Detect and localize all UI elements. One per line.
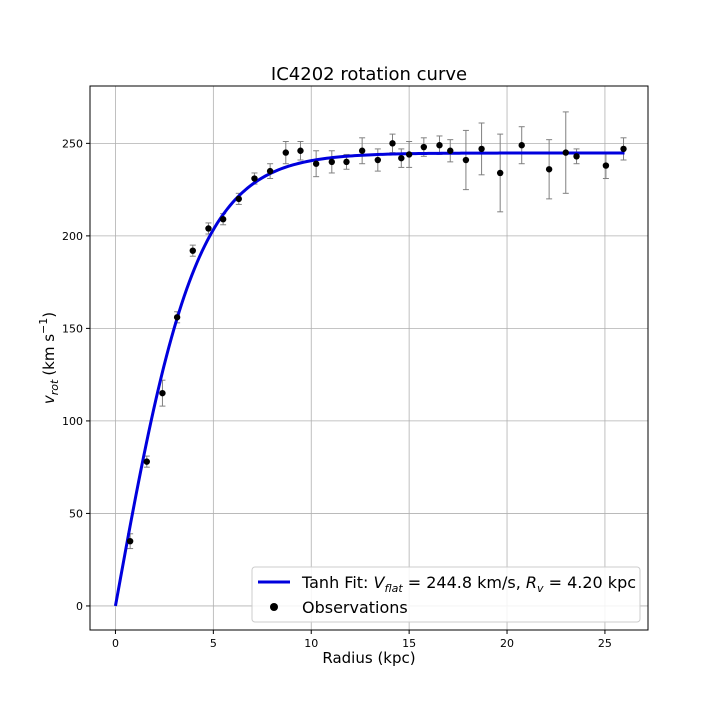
legend-fit-vflat-sub: flat bbox=[384, 582, 403, 595]
observation-point bbox=[219, 216, 227, 223]
y-label-sub: rot bbox=[48, 379, 61, 395]
observation-point bbox=[573, 153, 580, 160]
observation-point bbox=[189, 247, 196, 254]
observation-point bbox=[602, 162, 610, 169]
observation-point bbox=[620, 145, 627, 153]
legend-fit-prefix: Tanh Fit: bbox=[301, 573, 374, 592]
grid bbox=[90, 86, 648, 630]
plot-frame bbox=[89, 85, 649, 631]
observation-point bbox=[518, 142, 525, 149]
x-tick-label: 15 bbox=[402, 637, 416, 650]
observation-point bbox=[159, 389, 166, 397]
observation-point bbox=[462, 156, 470, 164]
y-label-main: v bbox=[40, 394, 58, 404]
observation-point bbox=[398, 154, 405, 162]
legend: Tanh Fit: Vflat = 244.8 km/s, Rv = 4.20 … bbox=[251, 566, 641, 623]
observation-point bbox=[436, 142, 443, 149]
observation-points bbox=[126, 140, 627, 545]
y-tick-label: 100 bbox=[62, 415, 83, 428]
y-tick-label: 200 bbox=[62, 230, 83, 243]
observation-point bbox=[343, 158, 350, 166]
y-tick-label: 150 bbox=[62, 322, 83, 335]
observation-point bbox=[562, 149, 569, 156]
legend-fit-label: Tanh Fit: Vflat = 244.8 km/s, Rv = 4.20 … bbox=[301, 573, 636, 595]
observation-point bbox=[374, 156, 382, 164]
observation-point bbox=[126, 537, 134, 545]
y-label-units: (km s bbox=[40, 334, 58, 376]
observation-point bbox=[297, 147, 304, 154]
legend-fit-vflat-symbol: V bbox=[374, 573, 386, 592]
legend-box bbox=[251, 566, 641, 623]
x-tick-label: 25 bbox=[598, 637, 612, 650]
y-label-exp: −1 bbox=[37, 318, 50, 334]
legend-fit-rv-sub: v bbox=[537, 582, 544, 595]
observation-point bbox=[358, 147, 366, 154]
y-axis-label: vrot (km s−1) bbox=[37, 312, 61, 404]
x-tick-label: 5 bbox=[210, 637, 217, 650]
observation-point bbox=[328, 158, 335, 166]
observation-point bbox=[235, 195, 242, 203]
observation-point bbox=[251, 175, 258, 182]
observation-point bbox=[496, 169, 504, 177]
y-tick-label: 50 bbox=[69, 507, 83, 520]
observation-point bbox=[282, 149, 289, 156]
legend-observations-swatch bbox=[270, 603, 278, 611]
observation-point bbox=[205, 225, 212, 232]
legend-fit-rv-symbol: R bbox=[526, 573, 537, 592]
observation-point bbox=[447, 147, 454, 154]
x-tick-label: 0 bbox=[112, 637, 119, 650]
observation-point bbox=[405, 151, 413, 158]
x-axis-label: Radius (kpc) bbox=[322, 649, 415, 667]
chart-title: IC4202 rotation curve bbox=[271, 64, 467, 85]
observation-point bbox=[420, 143, 428, 151]
legend-observations-label: Observations bbox=[302, 598, 408, 617]
observation-point bbox=[389, 140, 396, 147]
y-label-close: ) bbox=[40, 312, 58, 318]
observation-point bbox=[266, 167, 274, 175]
x-tick-label: 10 bbox=[304, 637, 318, 650]
legend-fit-mid: = 244.8 km/s, bbox=[403, 573, 526, 592]
observation-point bbox=[478, 145, 485, 153]
tanh-fit-line bbox=[113, 151, 625, 607]
observation-point bbox=[173, 314, 181, 321]
observation-point bbox=[545, 166, 553, 173]
observation-point bbox=[143, 458, 150, 465]
y-tick-label: 250 bbox=[62, 137, 83, 150]
legend-fit-suffix: = 4.20 kpc bbox=[544, 573, 637, 592]
x-tick-label: 20 bbox=[500, 637, 514, 650]
y-tick-label: 0 bbox=[76, 600, 83, 613]
observation-point bbox=[312, 160, 320, 167]
